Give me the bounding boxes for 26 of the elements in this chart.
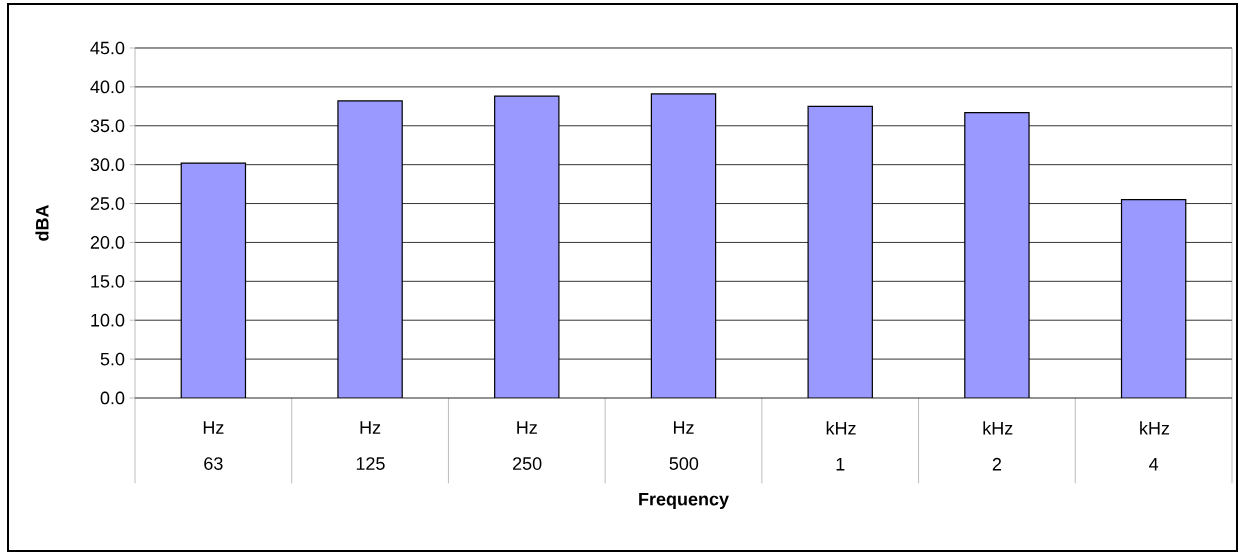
- bar: [337, 100, 403, 398]
- y-tick-label: 15.0: [91, 274, 125, 288]
- bar: [650, 93, 717, 398]
- category-label: kHz 2: [983, 421, 1013, 471]
- category-label: Hz 63: [203, 421, 224, 470]
- category-label: kHz 1: [826, 421, 856, 471]
- y-tick-label: 25.0: [90, 197, 125, 210]
- bar: [494, 95, 560, 398]
- y-axis-title: dBA: [35, 204, 49, 241]
- y-tick-label: 0.0: [100, 391, 125, 405]
- y-tick-label: 30.0: [90, 158, 125, 172]
- y-tick-label: 35.0: [90, 119, 125, 133]
- x-axis-title: Frequency: [639, 492, 729, 510]
- y-tick-label: 5.0: [100, 352, 125, 366]
- y-tick-label: 40.0: [90, 80, 125, 94]
- y-tick-label: 20.0: [90, 236, 125, 249]
- bar: [1120, 199, 1187, 398]
- category-label: Hz 250: [513, 421, 542, 470]
- category-label: Hz 500: [669, 421, 699, 470]
- y-tick-label: 45.0: [90, 41, 125, 55]
- category-label: Hz 125: [356, 421, 385, 470]
- y-tick-label: 10.0: [91, 313, 125, 327]
- category-label: kHz 4: [1140, 421, 1170, 471]
- bar: [964, 111, 1030, 398]
- bar: [180, 162, 247, 398]
- bar: [807, 105, 873, 398]
